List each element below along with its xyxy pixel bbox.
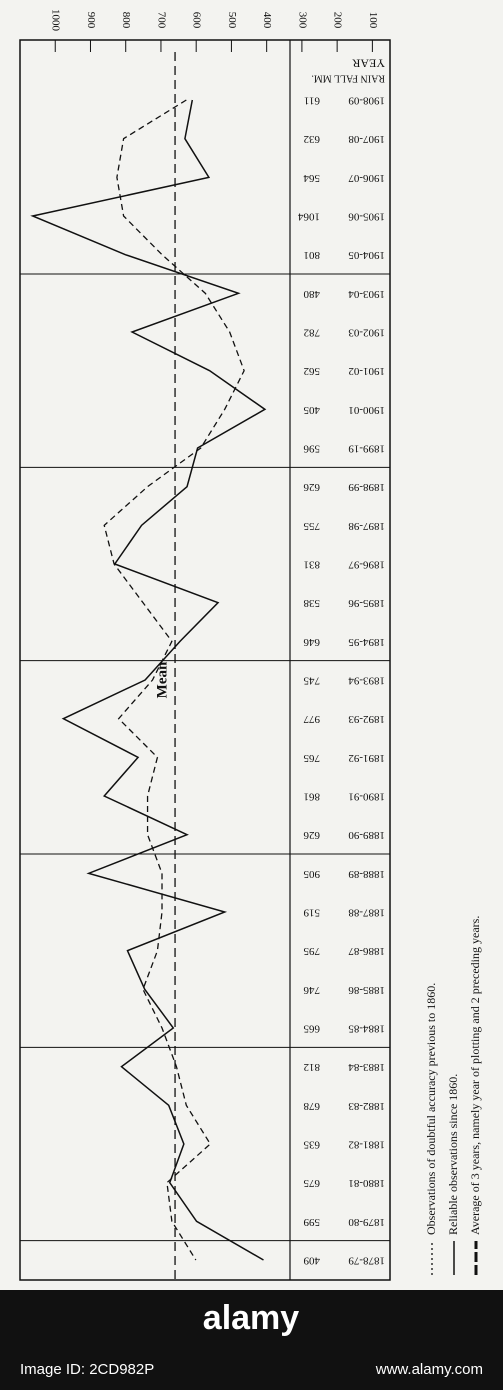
- row-value-label: 755: [303, 520, 320, 532]
- row-year-label: 1907-08: [348, 133, 385, 145]
- row-value-label: 409: [303, 1254, 320, 1266]
- row-year-label: 1891-92: [348, 752, 385, 764]
- y-tick-label: 600: [191, 12, 203, 29]
- row-year-label: 1887-88: [348, 906, 385, 918]
- row-year-label: 1894-95: [348, 636, 385, 648]
- row-year-label: 1903-04: [348, 288, 385, 300]
- header-rain: RAIN FALL MM.: [311, 73, 385, 84]
- row-value-label: 678: [303, 1100, 320, 1112]
- row-year-label: 1893-94: [348, 674, 385, 686]
- row-value-label: 1064: [298, 210, 321, 222]
- row-year-label: 1884-85: [348, 1022, 385, 1034]
- row-value-label: 801: [304, 249, 321, 261]
- row-year-label: 1889-90: [348, 829, 385, 841]
- row-year-label: 1898-99: [348, 481, 385, 493]
- y-tick-label: 1000: [50, 9, 62, 32]
- row-value-label: 812: [304, 1061, 321, 1073]
- row-value-label: 519: [303, 906, 320, 918]
- row-year-label: 1900-01: [348, 404, 385, 416]
- series-line: [30, 99, 267, 1261]
- row-value-label: 635: [303, 1138, 320, 1150]
- row-value-label: 599: [303, 1216, 320, 1228]
- row-year-label: 1888-89: [348, 868, 385, 880]
- row-value-label: 632: [304, 133, 321, 145]
- legend-label: Observations of doubtful accuracy previo…: [424, 983, 438, 1235]
- y-tick-label: 700: [155, 12, 167, 29]
- row-value-label: 626: [303, 829, 320, 841]
- row-year-label: 1899-19: [348, 442, 385, 454]
- y-tick-label: 800: [120, 12, 132, 29]
- row-value-label: 596: [303, 442, 320, 454]
- row-year-label: 1908-09: [348, 94, 385, 106]
- watermark-site: www.alamy.com: [375, 1361, 483, 1378]
- row-value-label: 675: [303, 1177, 320, 1189]
- row-value-label: 665: [303, 1022, 320, 1034]
- row-value-label: 405: [303, 404, 320, 416]
- row-year-label: 1882-83: [348, 1100, 385, 1112]
- row-value-label: 480: [303, 288, 320, 300]
- frame: [19, 39, 391, 1281]
- row-value-label: 831: [304, 558, 321, 570]
- mean-label: Mean: [154, 661, 170, 698]
- row-year-label: 1897-98: [348, 520, 385, 532]
- row-year-label: 1895-96: [348, 597, 385, 609]
- row-value-label: 538: [303, 597, 320, 609]
- y-tick-label: 100: [367, 12, 379, 29]
- row-value-label: 646: [303, 636, 320, 648]
- y-tick-label: 200: [332, 12, 344, 29]
- row-year-label: 1892-93: [348, 713, 385, 725]
- row-value-label: 977: [303, 713, 320, 725]
- row-year-label: 1896-97: [348, 558, 385, 570]
- row-value-label: 564: [303, 172, 320, 184]
- row-year-label: 1886-87: [348, 945, 385, 957]
- row-year-label: 1879-80: [348, 1216, 385, 1228]
- row-year-label: 1885-86: [348, 984, 385, 996]
- row-year-label: 1901-02: [348, 365, 385, 377]
- row-value-label: 795: [303, 945, 320, 957]
- y-tick-label: 300: [296, 12, 308, 29]
- row-value-label: 861: [304, 790, 321, 802]
- watermark-brand: alamy: [203, 1299, 299, 1337]
- row-value-label: 562: [304, 365, 321, 377]
- row-year-label: 1883-84: [348, 1061, 385, 1073]
- watermark-id: Image ID: 2CD982P: [20, 1361, 154, 1378]
- row-value-label: 782: [304, 326, 321, 338]
- row-value-label: 765: [303, 752, 320, 764]
- row-value-label: 905: [303, 868, 320, 880]
- watermark-band: [0, 1290, 503, 1390]
- y-tick-label: 500: [226, 12, 238, 29]
- row-value-label: 626: [303, 481, 320, 493]
- legend-label: Average of 3 years, namely year of plott…: [468, 916, 482, 1235]
- paper: [0, 0, 503, 1290]
- row-value-label: 746: [303, 984, 320, 996]
- row-year-label: 1904-05: [348, 249, 385, 261]
- y-tick-label: 900: [85, 12, 97, 29]
- row-year-label: 1881-82: [348, 1138, 385, 1150]
- header-year: YEAR: [352, 56, 385, 70]
- y-tick-label: 400: [261, 12, 273, 29]
- series-line: [103, 99, 245, 1261]
- row-year-label: 1906-07: [348, 172, 385, 184]
- row-year-label: 1902-03: [348, 326, 385, 338]
- row-value-label: 745: [303, 674, 320, 686]
- legend-label: Reliable observations since 1860.: [446, 1074, 460, 1235]
- row-year-label: 1890-91: [348, 790, 385, 802]
- row-year-label: 1878-79: [348, 1254, 385, 1266]
- row-value-label: 611: [304, 94, 320, 106]
- row-year-label: 1880-81: [348, 1177, 385, 1189]
- row-year-label: 1905-06: [348, 210, 385, 222]
